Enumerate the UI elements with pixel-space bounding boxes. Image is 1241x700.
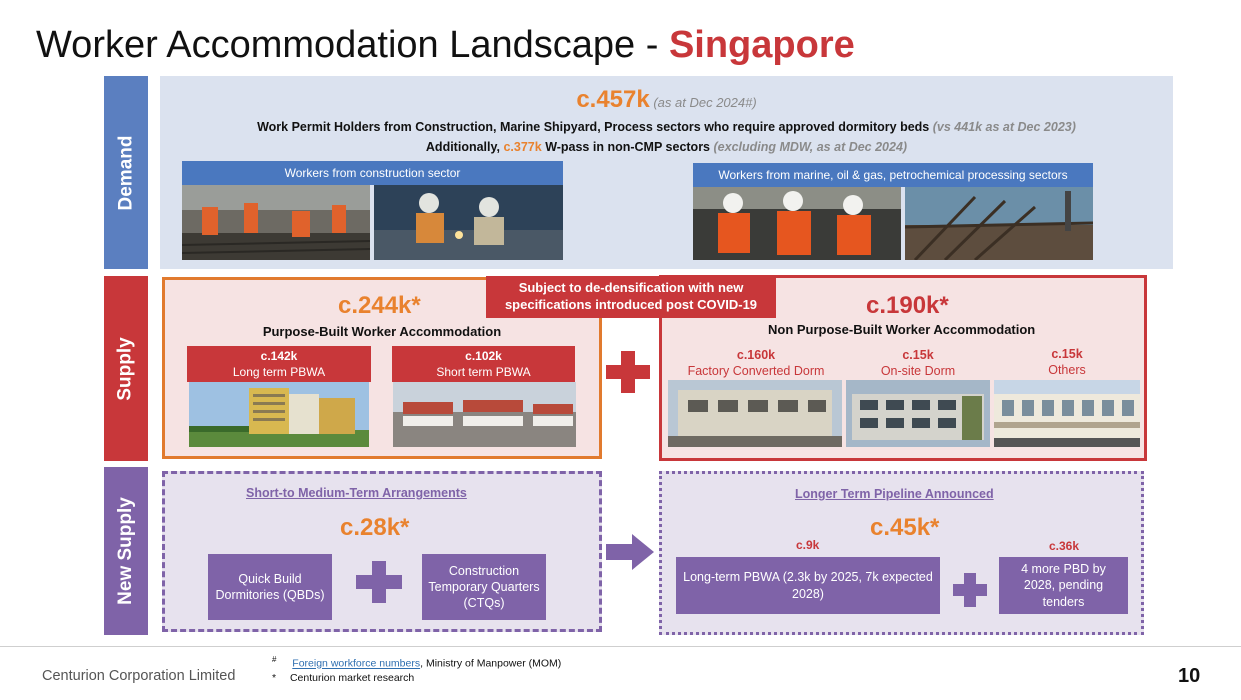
non-pbwa-total: c.190k* (866, 292, 949, 319)
pbd-box: 4 more PBD by 2028, pending tenders (999, 557, 1128, 614)
demand-line-1: Work Permit Holders from Construction, M… (160, 120, 1173, 134)
dedensification-banner: Subject to de-densification with new spe… (486, 276, 776, 318)
pbwa-title: Purpose-Built Worker Accommodation (262, 324, 502, 339)
factory-dorm-label: c.160k Factory Converted Dorm (670, 347, 842, 380)
demand-line-2-post: W-pass in non-CMP sectors (545, 140, 711, 154)
demand-line-2-pre: Additionally, (425, 140, 500, 154)
pbwa-short-text: Short term PBWA (436, 364, 531, 379)
long-term-pbwa-photo (189, 382, 369, 447)
side-tab-demand-label: Demand (115, 135, 136, 210)
pbd-num: c.36k (1049, 539, 1080, 553)
onsite-dorm-label: c.15k On-site Dorm (846, 347, 990, 380)
factory-dorm-num: c.160k (736, 348, 776, 362)
onsite-dorm-num: c.15k (902, 348, 934, 362)
pbwa-short-num: c.102k (465, 349, 502, 363)
construction-workers-photo-2 (374, 185, 563, 260)
demand-line-1-note: (vs 441k as at Dec 2023) (932, 120, 1076, 134)
footnote-1-text: , Ministry of Manpower (MOM) (420, 657, 562, 670)
factory-dorm-text: Factory Converted Dorm (687, 364, 825, 379)
pbwa-long-label: c.142k Long term PBWA (187, 346, 371, 382)
pbwa-short-label: c.102k Short term PBWA (392, 346, 575, 382)
footer-divider (0, 646, 1241, 647)
label-construction: Workers from construction sector (182, 161, 563, 185)
side-tab-supply: Supply (104, 276, 148, 461)
demand-line-2-num: c.377k (503, 140, 542, 154)
factory-dorm-photo (668, 380, 842, 447)
pbwa-total: c.244k* (338, 292, 421, 319)
construction-workers-photo-1 (182, 185, 370, 260)
long-term-total: c.45k* (870, 514, 940, 541)
demand-line-1-text: Work Permit Holders from Construction, M… (257, 120, 930, 134)
long-pbwa-box: Long-term PBWA (2.3k by 2025, 7k expecte… (676, 557, 940, 614)
footnote-1: # Foreign workforce numbers, Ministry of… (272, 655, 561, 670)
demand-total-note: (as at Dec 2024#) (653, 95, 757, 110)
long-term-heading: Longer Term Pipeline Announced (795, 487, 994, 501)
plus-icon-short-term (356, 561, 402, 603)
others-photo (994, 380, 1140, 447)
others-text: Others (1048, 363, 1086, 378)
title-accent: Singapore (668, 24, 855, 66)
footnote-2-mark: * (272, 672, 277, 684)
page-number: 10 (1178, 665, 1201, 687)
footnote-1-mark: # (272, 655, 277, 664)
short-term-pbwa-photo (393, 382, 576, 447)
ctq-box: Construction Temporary Quarters (CTQs) (422, 554, 546, 620)
side-tab-demand: Demand (104, 76, 148, 269)
side-tab-new-supply-label: New Supply (115, 497, 136, 605)
label-marine: Workers from marine, oil & gas, petroche… (693, 163, 1093, 187)
others-label: c.15k Others (994, 346, 1140, 379)
short-term-total: c.28k* (340, 514, 410, 541)
arrow-right-icon (606, 534, 654, 575)
demand-line-2-note: (excluding MDW, as at Dec 2024) (713, 140, 908, 154)
long-pbwa-num: c.9k (796, 538, 820, 552)
pbwa-long-num: c.142k (260, 349, 298, 363)
pbwa-long-text: Long term PBWA (232, 364, 326, 379)
demand-total: c.457k (576, 86, 650, 113)
demand-total-line: c.457k (as at Dec 2024#) (160, 86, 1173, 114)
footnote-2: * Centurion market research (272, 672, 414, 684)
onsite-dorm-photo (846, 380, 990, 447)
footnote-1-link[interactable]: Foreign workforce numbers (292, 657, 421, 670)
plus-icon-long-term (953, 573, 987, 607)
side-tab-new-supply: New Supply (104, 467, 148, 635)
non-pbwa-title: Non Purpose-Built Worker Accommodation (768, 322, 1036, 337)
footnote-2-text: Centurion market research (289, 672, 415, 684)
title-main: Worker Accommodation Landscape - (36, 24, 669, 66)
others-num: c.15k (1051, 347, 1083, 361)
qbd-box: Quick Build Dormitories (QBDs) (208, 554, 332, 620)
onsite-dorm-text: On-site Dorm (880, 364, 956, 379)
marine-workers-photo-1 (693, 187, 901, 260)
company-name: Centurion Corporation Limited (42, 668, 236, 684)
short-term-heading: Short-to Medium-Term Arrangements (246, 486, 467, 500)
marine-workers-photo-2 (905, 187, 1093, 260)
plus-icon-supply (606, 351, 650, 393)
page-title: Worker Accommodation Landscape - Singapo… (36, 24, 855, 67)
demand-line-2: Additionally, c.377k W-pass in non-CMP s… (160, 140, 1173, 154)
side-tab-supply-label: Supply (115, 336, 136, 401)
